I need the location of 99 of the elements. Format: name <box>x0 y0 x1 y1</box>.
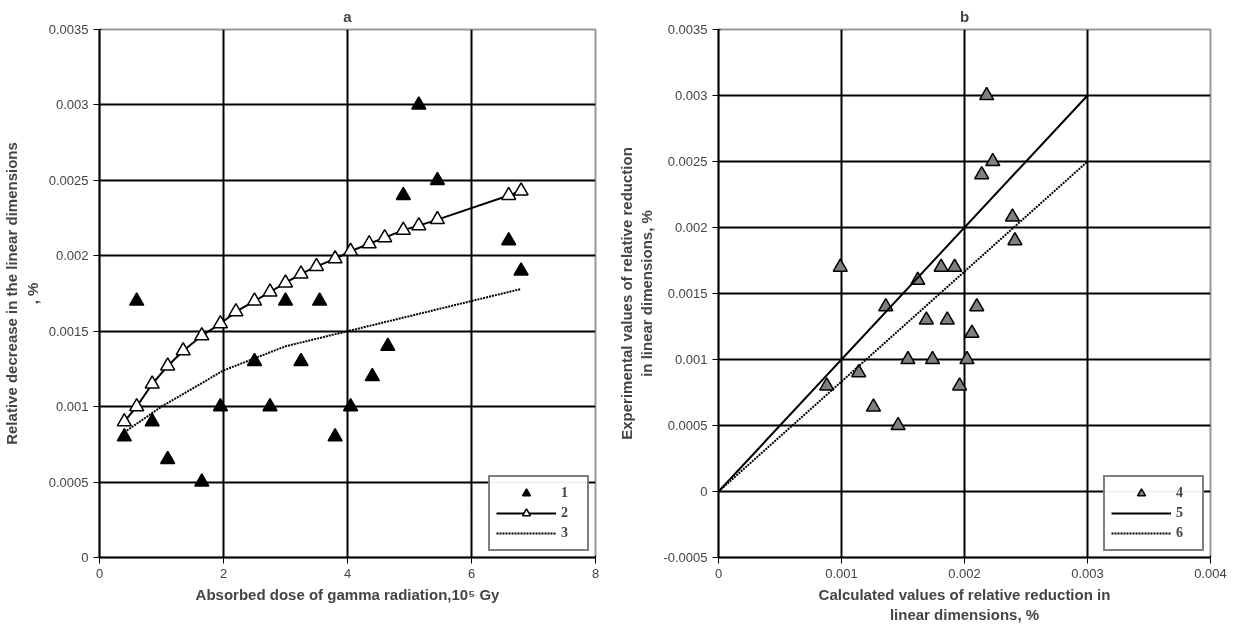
y-tick-label: 0.0025 <box>667 154 708 169</box>
point <box>900 350 916 365</box>
point <box>246 292 263 306</box>
point <box>865 398 882 412</box>
x-tick-label: 6 <box>467 565 476 581</box>
point <box>128 397 145 412</box>
point <box>500 231 517 246</box>
point <box>159 450 176 465</box>
y-tick-label: 0.0005 <box>667 418 708 433</box>
point <box>924 350 941 365</box>
point <box>933 258 949 272</box>
point <box>395 221 412 235</box>
legend-label: 4 <box>1176 485 1184 501</box>
point <box>212 314 229 329</box>
legend-label: 3 <box>561 525 569 541</box>
point <box>308 257 325 272</box>
point <box>144 412 160 427</box>
point <box>311 292 328 306</box>
point <box>212 397 229 412</box>
legend-label: 1 <box>561 485 569 501</box>
point <box>194 326 210 341</box>
point <box>969 297 985 312</box>
point <box>277 274 294 288</box>
point <box>513 262 529 276</box>
point <box>128 292 145 306</box>
point <box>429 171 446 186</box>
point <box>1007 231 1023 246</box>
y-tick-label: 0 <box>700 484 708 499</box>
y-tick-label: 0.0035 <box>667 22 708 37</box>
point <box>342 397 359 412</box>
point <box>973 165 990 180</box>
point <box>978 86 995 101</box>
point <box>959 350 975 365</box>
y-tick-label: 0.003 <box>674 88 708 103</box>
point <box>194 473 210 487</box>
x-tick-label: 0 <box>714 565 723 581</box>
point <box>1004 208 1021 222</box>
point <box>361 234 377 249</box>
point <box>832 258 849 272</box>
point <box>500 186 517 201</box>
point <box>411 96 427 110</box>
point <box>364 367 381 382</box>
point <box>144 375 160 389</box>
point <box>395 186 412 201</box>
chart-title: a <box>343 7 353 25</box>
point <box>946 258 963 272</box>
point <box>159 357 176 371</box>
point <box>327 427 343 442</box>
point <box>116 412 133 427</box>
point <box>939 311 956 325</box>
point <box>262 283 278 297</box>
chart-title: b <box>959 7 970 25</box>
point <box>513 182 529 196</box>
y-tick-label: 0.0015 <box>667 286 708 301</box>
point <box>293 265 309 279</box>
y-tick-label: 0.0035 <box>48 22 89 37</box>
y-axis-title: Relative decrease in the linear dimensions , % <box>3 142 41 445</box>
y-tick-label: 0.0025 <box>48 172 89 188</box>
point <box>985 152 1001 167</box>
y-tick-label: 0.001 <box>55 399 89 415</box>
x-tick-label: 2 <box>219 565 228 581</box>
y-tick-label: 0 <box>81 550 89 565</box>
point <box>293 352 309 367</box>
point <box>818 377 835 391</box>
point <box>429 210 446 225</box>
y-tick-label: 0.0005 <box>48 474 89 490</box>
point <box>327 249 343 264</box>
point <box>951 377 968 391</box>
legend-label: 2 <box>561 505 569 521</box>
x-axis-title: Absorbed dose of gamma radiation,10⁵ Gy <box>195 585 501 603</box>
y-tick-label: -0.0005 <box>663 550 708 565</box>
x-tick-label: 8 <box>591 565 600 581</box>
point <box>277 292 294 306</box>
y-tick-label: 0.002 <box>674 220 708 235</box>
point <box>116 427 133 442</box>
y-tick-label: 0.0015 <box>48 323 89 339</box>
legend-label: 5 <box>1176 505 1184 521</box>
point <box>262 397 278 412</box>
point <box>890 416 906 431</box>
x-tick-label: 0.003 <box>1071 565 1104 581</box>
y-tick-label: 0.002 <box>55 248 89 264</box>
y-axis-title: Experimental values of relative reduction in linear dimensions, % <box>618 147 656 440</box>
y-tick-label: 0.003 <box>55 97 89 113</box>
x-tick-label: 4 <box>343 565 352 581</box>
y-tick-label: 0.001 <box>674 352 708 367</box>
x-tick-label: 0 <box>95 565 104 581</box>
point <box>411 216 427 231</box>
x-tick-label: 0.002 <box>948 565 981 581</box>
x-tick-label: 0.004 <box>1194 565 1227 581</box>
point <box>964 324 980 338</box>
point <box>380 337 396 352</box>
point <box>342 242 359 257</box>
point <box>918 311 935 325</box>
point <box>175 341 191 356</box>
point <box>228 302 244 317</box>
x-tick-label: 0.001 <box>825 565 858 581</box>
legend-label: 6 <box>1176 525 1184 541</box>
x-axis-title: Calculated values of relative reduction in linear dimensions, % <box>818 585 1111 623</box>
point <box>376 228 393 243</box>
